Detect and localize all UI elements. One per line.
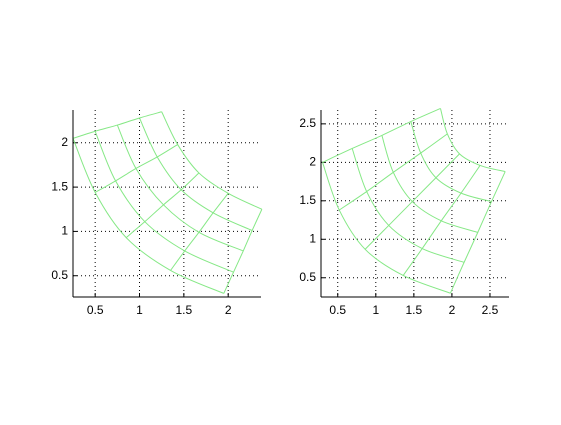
x-tick-label: 0.5 [87, 303, 104, 317]
y-tick-label: 0.5 [51, 268, 68, 282]
x-tick-label: 2 [225, 303, 232, 317]
mesh-line [322, 108, 441, 163]
mesh-line [116, 124, 244, 252]
mesh-line [72, 138, 224, 294]
y-tick-label: 1.5 [51, 179, 68, 193]
y-tick-label: 1.5 [299, 193, 316, 207]
mesh-line [223, 209, 263, 294]
mesh-line [322, 162, 451, 294]
y-tick-label: 2 [309, 155, 316, 169]
x-tick-label: 1 [136, 303, 143, 317]
mesh-line [410, 121, 492, 203]
y-tick-label: 2.5 [299, 116, 316, 130]
mesh-line [139, 117, 253, 231]
mesh-line [125, 172, 200, 239]
y-tick-label: 1 [309, 231, 316, 245]
x-tick-label: 2 [449, 303, 456, 317]
mesh-line [449, 171, 506, 294]
mesh [322, 108, 506, 294]
y-tick-label: 2 [61, 135, 68, 149]
y-tick-label: 1 [61, 224, 68, 238]
x-tick-label: 2.5 [482, 303, 499, 317]
y-tick-label: 0.5 [299, 270, 316, 284]
x-tick-label: 1 [372, 303, 379, 317]
x-tick-label: 1.5 [176, 303, 193, 317]
x-tick-label: 0.5 [329, 303, 346, 317]
x-tick-label: 1.5 [406, 303, 423, 317]
mesh-line [72, 111, 162, 139]
mesh-line [351, 148, 465, 263]
mesh-line [440, 108, 506, 173]
mesh-line [94, 131, 234, 273]
mesh-line [161, 111, 263, 210]
mesh [72, 111, 263, 294]
mesh-line [381, 135, 478, 233]
